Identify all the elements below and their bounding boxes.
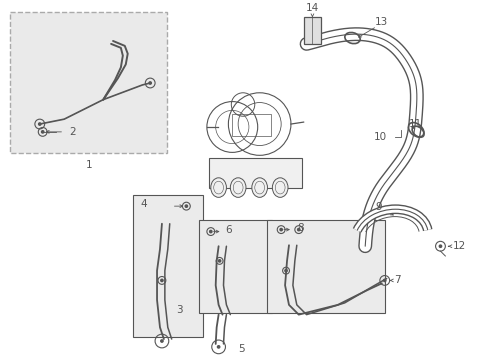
Bar (133, 195, 203, 337)
Ellipse shape (272, 178, 288, 197)
Circle shape (440, 245, 441, 247)
Circle shape (384, 279, 386, 282)
Text: 8: 8 (297, 222, 303, 233)
Text: 3: 3 (176, 305, 183, 315)
Bar (199, 220, 272, 313)
Bar (10, 12, 167, 153)
Ellipse shape (230, 178, 246, 197)
Circle shape (149, 82, 151, 84)
Text: 7: 7 (394, 275, 401, 285)
Circle shape (219, 260, 221, 262)
Text: 4: 4 (141, 199, 147, 209)
Text: 14: 14 (306, 3, 319, 13)
Bar (209, 158, 302, 188)
Text: 10: 10 (374, 132, 387, 141)
Circle shape (285, 270, 287, 272)
Circle shape (218, 346, 220, 348)
Circle shape (161, 340, 163, 342)
Text: 5: 5 (238, 344, 245, 354)
Bar (232, 114, 271, 136)
Text: 9: 9 (375, 202, 382, 212)
Ellipse shape (252, 178, 268, 197)
Circle shape (185, 205, 188, 207)
Bar (304, 17, 321, 44)
Text: 2: 2 (69, 127, 75, 137)
Circle shape (210, 230, 212, 233)
Circle shape (42, 131, 44, 133)
Text: 11: 11 (409, 119, 422, 129)
Bar (268, 220, 385, 313)
Circle shape (297, 229, 300, 231)
Circle shape (280, 229, 282, 231)
Text: 6: 6 (225, 225, 232, 235)
Circle shape (39, 123, 41, 125)
Circle shape (161, 279, 163, 282)
Text: 1: 1 (85, 160, 92, 170)
Ellipse shape (211, 178, 226, 197)
Text: 12: 12 (453, 241, 466, 251)
Text: 13: 13 (375, 17, 389, 27)
